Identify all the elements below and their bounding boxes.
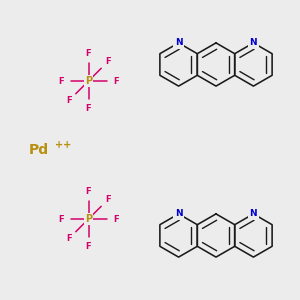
Text: F: F [114, 76, 119, 85]
Text: ++: ++ [55, 140, 71, 150]
Text: F: F [86, 187, 91, 196]
Text: N: N [250, 209, 257, 218]
Text: F: F [66, 96, 72, 105]
Text: F: F [114, 214, 119, 224]
Text: F: F [86, 104, 91, 113]
Text: N: N [175, 209, 182, 218]
Text: F: F [86, 242, 91, 251]
Text: F: F [105, 57, 111, 66]
Text: F: F [105, 195, 111, 204]
Text: F: F [58, 214, 63, 224]
Text: F: F [66, 234, 72, 243]
Text: P: P [85, 76, 92, 86]
Text: N: N [250, 38, 257, 47]
Text: P: P [85, 214, 92, 224]
Text: F: F [58, 76, 63, 85]
Text: N: N [175, 38, 182, 47]
Text: Pd: Pd [29, 143, 49, 157]
Text: F: F [86, 49, 91, 58]
